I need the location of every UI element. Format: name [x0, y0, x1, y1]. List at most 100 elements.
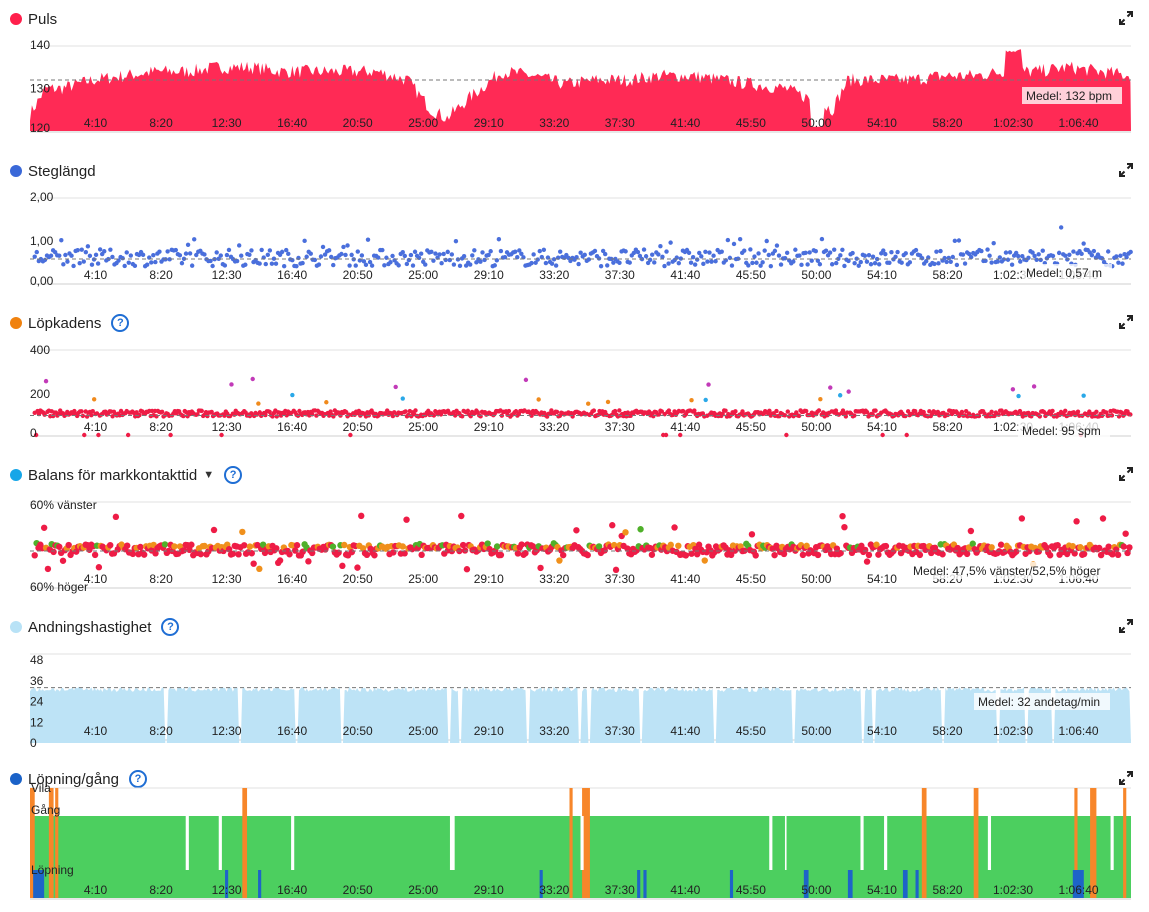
data-point — [125, 432, 131, 438]
data-point — [1122, 530, 1129, 537]
x-tick-label: 50:00 — [801, 572, 831, 586]
series-dot — [10, 317, 22, 329]
dropdown-caret-icon[interactable]: ▼ — [203, 469, 215, 481]
data-point — [210, 526, 218, 534]
data-point — [452, 413, 458, 418]
x-tick-label: 25:00 — [408, 420, 438, 434]
help-icon[interactable]: ? — [161, 618, 180, 636]
data-point — [124, 542, 131, 549]
data-point — [329, 543, 337, 550]
data-point — [1036, 252, 1041, 257]
data-point — [1080, 550, 1088, 558]
data-point — [697, 250, 702, 256]
data-point — [1067, 252, 1072, 257]
data-point — [813, 249, 818, 254]
data-point — [281, 263, 287, 269]
data-point — [782, 413, 788, 418]
expand-icon[interactable] — [1119, 315, 1133, 329]
data-point — [1099, 256, 1105, 261]
data-point — [952, 238, 958, 244]
data-point — [605, 399, 611, 405]
data-point — [838, 253, 843, 258]
data-point — [533, 260, 538, 265]
data-point — [1056, 250, 1062, 256]
data-point — [63, 252, 68, 258]
panel-title: Puls — [28, 10, 58, 28]
data-point — [686, 250, 692, 255]
x-tick-label: 33:20 — [539, 883, 569, 897]
data-point — [239, 253, 244, 258]
data-point — [815, 258, 821, 263]
data-point — [320, 244, 326, 250]
expand-icon[interactable] — [1119, 619, 1133, 633]
data-point — [91, 551, 99, 559]
data-point — [1037, 414, 1042, 419]
data-point — [870, 254, 876, 259]
data-point — [709, 259, 714, 264]
data-point — [349, 252, 354, 258]
x-tick-label: 58:20 — [932, 420, 962, 434]
data-point — [842, 263, 847, 269]
data-point — [257, 261, 262, 266]
data-point — [904, 432, 909, 438]
breathing-area — [30, 686, 1131, 743]
data-point — [267, 248, 273, 253]
expand-icon[interactable] — [1119, 11, 1133, 25]
data-point — [895, 249, 900, 255]
expand-icon[interactable] — [1119, 163, 1133, 177]
data-point — [171, 543, 178, 550]
x-tick-label: 12:30 — [212, 420, 242, 434]
data-point — [392, 410, 397, 415]
data-point — [833, 545, 841, 552]
data-point — [497, 551, 505, 559]
data-point — [1109, 551, 1116, 558]
help-icon[interactable]: ? — [128, 770, 147, 788]
data-point — [390, 253, 395, 259]
data-point — [151, 253, 156, 258]
data-point — [326, 248, 332, 253]
data-point — [913, 409, 918, 414]
expand-icon[interactable] — [1119, 771, 1133, 785]
x-tick-label: 20:50 — [343, 116, 373, 130]
data-point — [805, 262, 810, 267]
data-point — [173, 247, 179, 253]
panel-header: Löpkadens? — [10, 313, 130, 333]
mean-label: Medel: 47,5% vänster/52,5% höger — [913, 564, 1100, 578]
data-point — [271, 256, 277, 261]
expand-icon[interactable] — [1119, 467, 1133, 481]
data-point — [126, 260, 131, 265]
data-point — [916, 551, 924, 559]
data-point — [79, 409, 84, 414]
x-tick-label: 37:30 — [605, 420, 635, 434]
data-point — [875, 551, 882, 558]
data-point — [676, 260, 682, 266]
data-point — [71, 263, 76, 269]
data-point — [817, 262, 823, 267]
data-point — [983, 258, 988, 264]
data-point — [791, 259, 796, 264]
data-point — [827, 250, 833, 255]
data-point — [559, 551, 567, 559]
data-point — [359, 545, 367, 552]
data-point — [165, 249, 170, 254]
data-point — [112, 513, 120, 521]
category-label: Vila — [31, 781, 51, 795]
help-icon[interactable]: ? — [224, 466, 243, 484]
data-point — [1018, 259, 1023, 264]
data-point — [612, 566, 620, 574]
data-point — [543, 260, 549, 266]
data-point — [339, 251, 344, 257]
data-point — [997, 255, 1003, 260]
standing-segment — [225, 870, 229, 898]
data-point — [1128, 412, 1133, 417]
data-point — [69, 253, 74, 258]
data-point — [305, 558, 312, 565]
data-point — [866, 252, 872, 258]
help-icon[interactable]: ? — [111, 314, 130, 332]
data-point — [515, 254, 520, 260]
data-point — [1050, 253, 1056, 259]
data-point — [75, 247, 80, 253]
data-point — [840, 247, 845, 253]
data-point — [748, 247, 753, 252]
data-point — [814, 551, 822, 559]
